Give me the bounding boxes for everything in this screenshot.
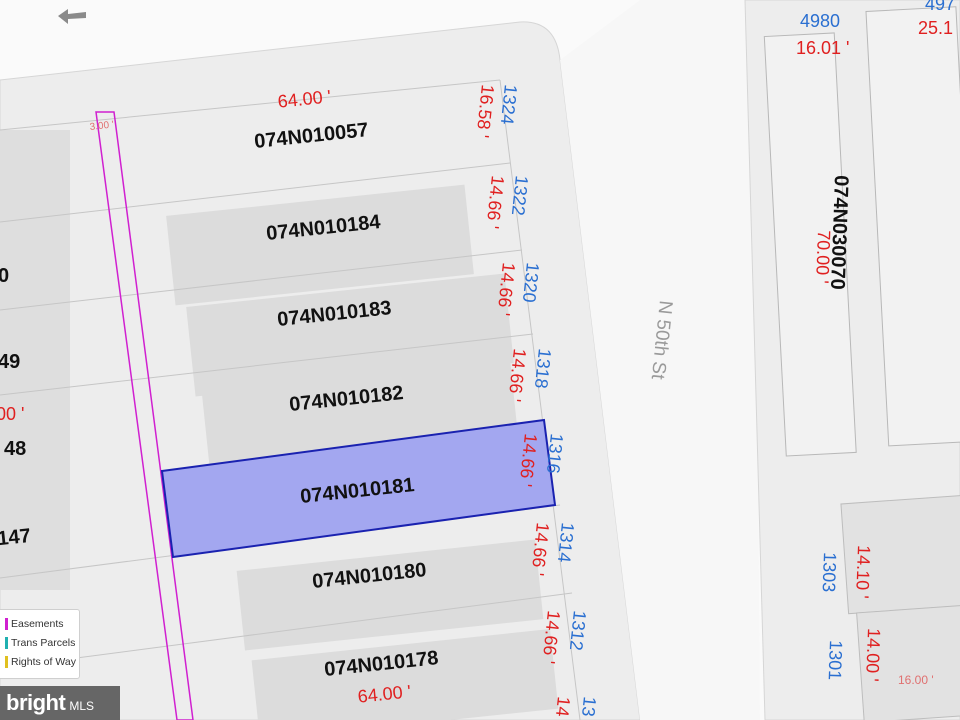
trans-parcel-swatch-icon bbox=[5, 636, 8, 649]
left-parcel-label: 147 bbox=[0, 525, 32, 550]
legend-item-rights-of-way: Rights of Way bbox=[5, 652, 79, 671]
brand-suffix: MLS bbox=[69, 699, 95, 713]
parcel-width-label: 14.00 ' bbox=[862, 628, 884, 682]
parcel-width-label: 16.01 ' bbox=[796, 38, 849, 58]
address-label: 4980 bbox=[800, 11, 840, 31]
brand-name: bright bbox=[6, 690, 66, 715]
address-label: 1303 bbox=[819, 552, 840, 593]
address-label: 497 bbox=[925, 0, 955, 14]
legend-label: Easements bbox=[11, 617, 64, 630]
address-label: 1324 bbox=[497, 84, 521, 126]
selected-parcel[interactable] bbox=[160, 418, 557, 559]
back-arrow-icon[interactable] bbox=[54, 6, 90, 26]
left-parcel-label: 48 bbox=[4, 438, 26, 460]
left-parcel-label: 49 bbox=[0, 351, 20, 373]
address-label: 1320 bbox=[519, 262, 543, 304]
bright-mls-logo: bright MLS bbox=[0, 686, 120, 720]
parcel-id: 074N030070 bbox=[826, 175, 852, 290]
left-depth-label: 00 ' bbox=[0, 404, 24, 424]
address-label: 1318 bbox=[531, 348, 555, 390]
parcel-width-label: 14.10 ' bbox=[852, 545, 874, 599]
address-label: 1312 bbox=[566, 610, 590, 652]
legend-label: Rights of Way bbox=[11, 655, 76, 668]
address-label: 1301 bbox=[825, 640, 846, 681]
easement-width-label: 3.00 ' bbox=[89, 120, 114, 133]
rights-of-way-swatch-icon bbox=[5, 655, 8, 668]
easement-swatch-icon bbox=[5, 617, 8, 630]
address-label: 1316 bbox=[543, 433, 567, 475]
easement-strip bbox=[95, 111, 194, 720]
left-parcel-label: 0 bbox=[0, 265, 9, 287]
parcel-depth-label: 70.00 ' bbox=[812, 230, 834, 284]
address-label: 1322 bbox=[508, 175, 532, 217]
parcel-depth-label: 16.00 ' bbox=[898, 673, 934, 687]
address-label: 13 bbox=[578, 696, 600, 718]
parcel-width-label: 25.1 bbox=[918, 18, 953, 38]
legend-label: Trans Parcels bbox=[11, 636, 76, 649]
parcel-width-label: 14 bbox=[552, 696, 574, 718]
map-legend: Easements Trans Parcels Rights of Way bbox=[0, 609, 80, 679]
legend-item-easements: Easements bbox=[5, 614, 79, 633]
legend-item-trans-parcels: Trans Parcels bbox=[5, 633, 79, 652]
address-label: 1314 bbox=[554, 522, 578, 564]
